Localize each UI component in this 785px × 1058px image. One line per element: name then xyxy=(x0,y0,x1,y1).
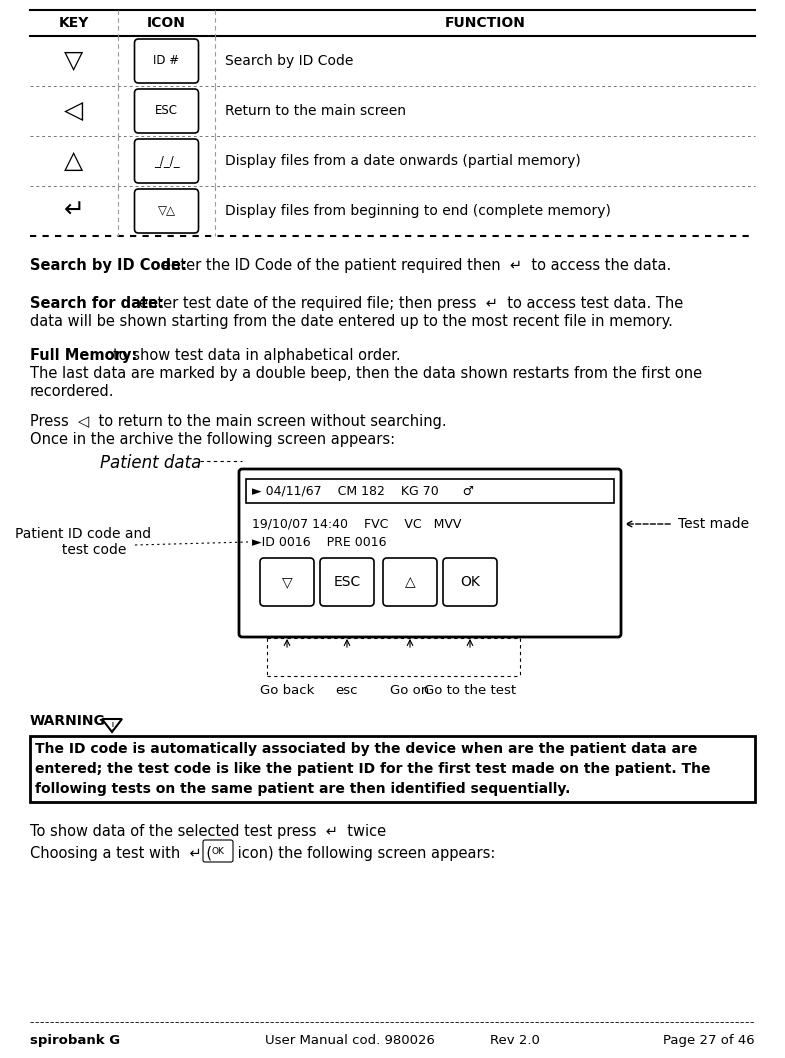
Text: The last data are marked by a double beep, then the data shown restarts from the: The last data are marked by a double bee… xyxy=(30,366,702,381)
Text: Go back: Go back xyxy=(260,685,314,697)
Text: ID #: ID # xyxy=(153,55,180,68)
Text: Once in the archive the following screen appears:: Once in the archive the following screen… xyxy=(30,432,395,446)
Text: Rev 2.0: Rev 2.0 xyxy=(490,1034,540,1047)
Text: enter test date of the required file; then press  ↵  to access test data. The: enter test date of the required file; th… xyxy=(139,296,683,311)
FancyBboxPatch shape xyxy=(134,39,199,83)
Text: ▽△: ▽△ xyxy=(158,204,176,218)
Text: Search for date:: Search for date: xyxy=(30,296,164,311)
Text: Go on: Go on xyxy=(390,685,429,697)
Text: spirobank G: spirobank G xyxy=(30,1034,120,1047)
Text: Patient data: Patient data xyxy=(100,454,202,472)
FancyBboxPatch shape xyxy=(443,558,497,606)
FancyBboxPatch shape xyxy=(134,89,199,133)
Text: to show test data in alphabetical order.: to show test data in alphabetical order. xyxy=(113,348,400,363)
Text: Full Memory:: Full Memory: xyxy=(30,348,137,363)
Text: !: ! xyxy=(110,722,114,732)
Text: ICON: ICON xyxy=(147,16,186,30)
Text: FUNCTION: FUNCTION xyxy=(444,16,525,30)
Text: ▽: ▽ xyxy=(282,574,292,589)
Text: recordered.: recordered. xyxy=(30,384,115,399)
FancyBboxPatch shape xyxy=(239,469,621,637)
Text: Patient ID code and
     test code: Patient ID code and test code xyxy=(15,527,152,558)
Text: 19/10/07 14:40    FVC    VC   MVV: 19/10/07 14:40 FVC VC MVV xyxy=(252,517,462,530)
Bar xyxy=(246,479,614,503)
FancyBboxPatch shape xyxy=(203,840,233,862)
Text: esc: esc xyxy=(336,685,358,697)
Bar xyxy=(30,736,755,802)
Text: KEY: KEY xyxy=(59,16,89,30)
Text: Display files from beginning to end (complete memory): Display files from beginning to end (com… xyxy=(225,204,611,218)
Text: Press  ◁  to return to the main screen without searching.: Press ◁ to return to the main screen wit… xyxy=(30,414,447,428)
Text: The ID code is automatically associated by the device when are the patient data : The ID code is automatically associated … xyxy=(35,742,697,756)
Text: ◁: ◁ xyxy=(64,99,84,123)
Text: Test made: Test made xyxy=(678,517,749,531)
FancyBboxPatch shape xyxy=(134,139,199,183)
FancyBboxPatch shape xyxy=(260,558,314,606)
Text: Display files from a date onwards (partial memory): Display files from a date onwards (parti… xyxy=(225,154,581,168)
Text: following tests on the same patient are then identified sequentially.: following tests on the same patient are … xyxy=(35,782,571,796)
Text: ↵: ↵ xyxy=(64,199,85,223)
Text: ESC: ESC xyxy=(334,574,360,589)
Text: ESC: ESC xyxy=(155,105,178,117)
Text: Return to the main screen: Return to the main screen xyxy=(225,104,406,118)
Text: data will be shown starting from the date entered up to the most recent file in : data will be shown starting from the dat… xyxy=(30,314,673,329)
Text: △: △ xyxy=(64,149,84,174)
FancyBboxPatch shape xyxy=(134,189,199,233)
Text: ►ID 0016    PRE 0016: ►ID 0016 PRE 0016 xyxy=(252,535,386,548)
Text: ► 04/11/67    CM 182    KG 70      ♂: ► 04/11/67 CM 182 KG 70 ♂ xyxy=(252,485,474,497)
Text: Page 27 of 46: Page 27 of 46 xyxy=(663,1034,755,1047)
Text: entered; the test code is like the patient ID for the first test made on the pat: entered; the test code is like the patie… xyxy=(35,762,710,776)
Text: △: △ xyxy=(405,574,415,589)
Text: ▽: ▽ xyxy=(64,49,84,73)
Text: User Manual cod. 980026: User Manual cod. 980026 xyxy=(265,1034,435,1047)
Text: WARNING: WARNING xyxy=(30,714,106,728)
Text: To show data of the selected test press  ↵  twice: To show data of the selected test press … xyxy=(30,824,386,839)
Text: Go to the test: Go to the test xyxy=(424,685,516,697)
Text: icon) the following screen appears:: icon) the following screen appears: xyxy=(233,846,495,861)
FancyBboxPatch shape xyxy=(320,558,374,606)
Text: OK: OK xyxy=(460,574,480,589)
Text: Search by ID Code: Search by ID Code xyxy=(225,54,353,68)
FancyBboxPatch shape xyxy=(383,558,437,606)
Text: OK: OK xyxy=(212,847,225,857)
Text: _/_/_: _/_/_ xyxy=(154,154,179,167)
Text: enter the ID Code of the patient required then  ↵  to access the data.: enter the ID Code of the patient require… xyxy=(162,258,671,273)
Text: Search by ID Code:: Search by ID Code: xyxy=(30,258,187,273)
Text: Choosing a test with  ↵ (: Choosing a test with ↵ ( xyxy=(30,846,212,861)
